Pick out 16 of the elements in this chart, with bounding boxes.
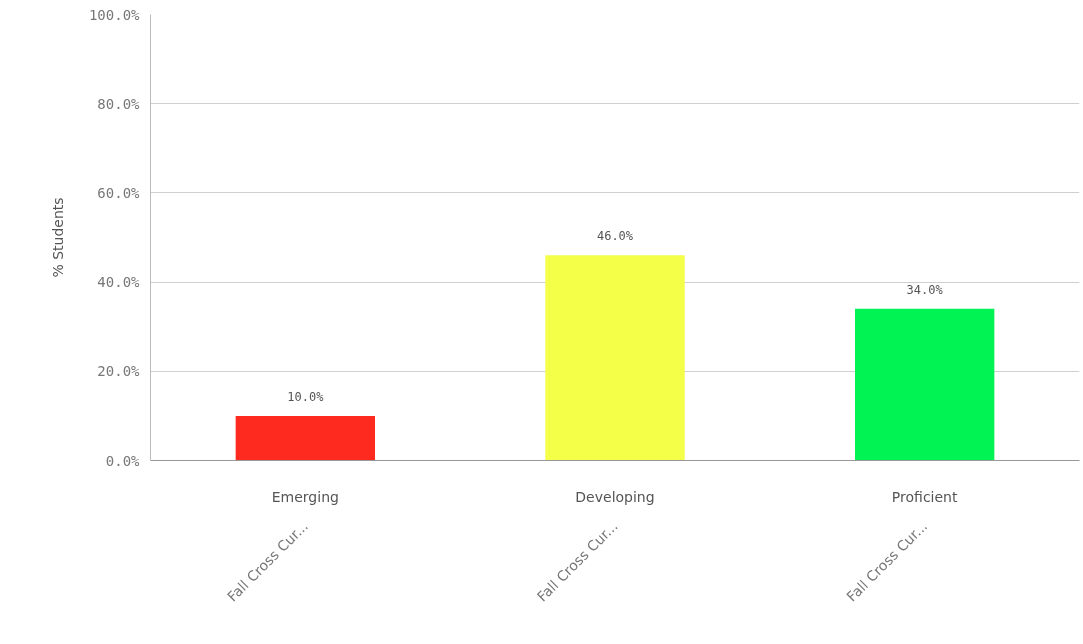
y-axis-title: % Students [49, 197, 66, 278]
y-tick-label: 60.0% [97, 184, 141, 201]
y-tick-label: 100.0% [88, 6, 141, 23]
data-label: 34.0% [906, 282, 944, 297]
x-tick-label: Developing [575, 488, 655, 505]
x-tick-label: Emerging [271, 488, 339, 505]
y-tick-label: 20.0% [97, 363, 141, 380]
data-label: 46.0% [596, 229, 634, 244]
y-tick-label: 0.0% [105, 452, 141, 469]
y-tick-label: 80.0% [97, 95, 141, 112]
bar [235, 415, 376, 461]
data-label: 10.0% [287, 389, 325, 404]
y-tick-label: 40.0% [97, 274, 141, 291]
x-tick-label: Proficient [891, 488, 958, 505]
bar [545, 255, 685, 461]
bar [854, 308, 995, 461]
